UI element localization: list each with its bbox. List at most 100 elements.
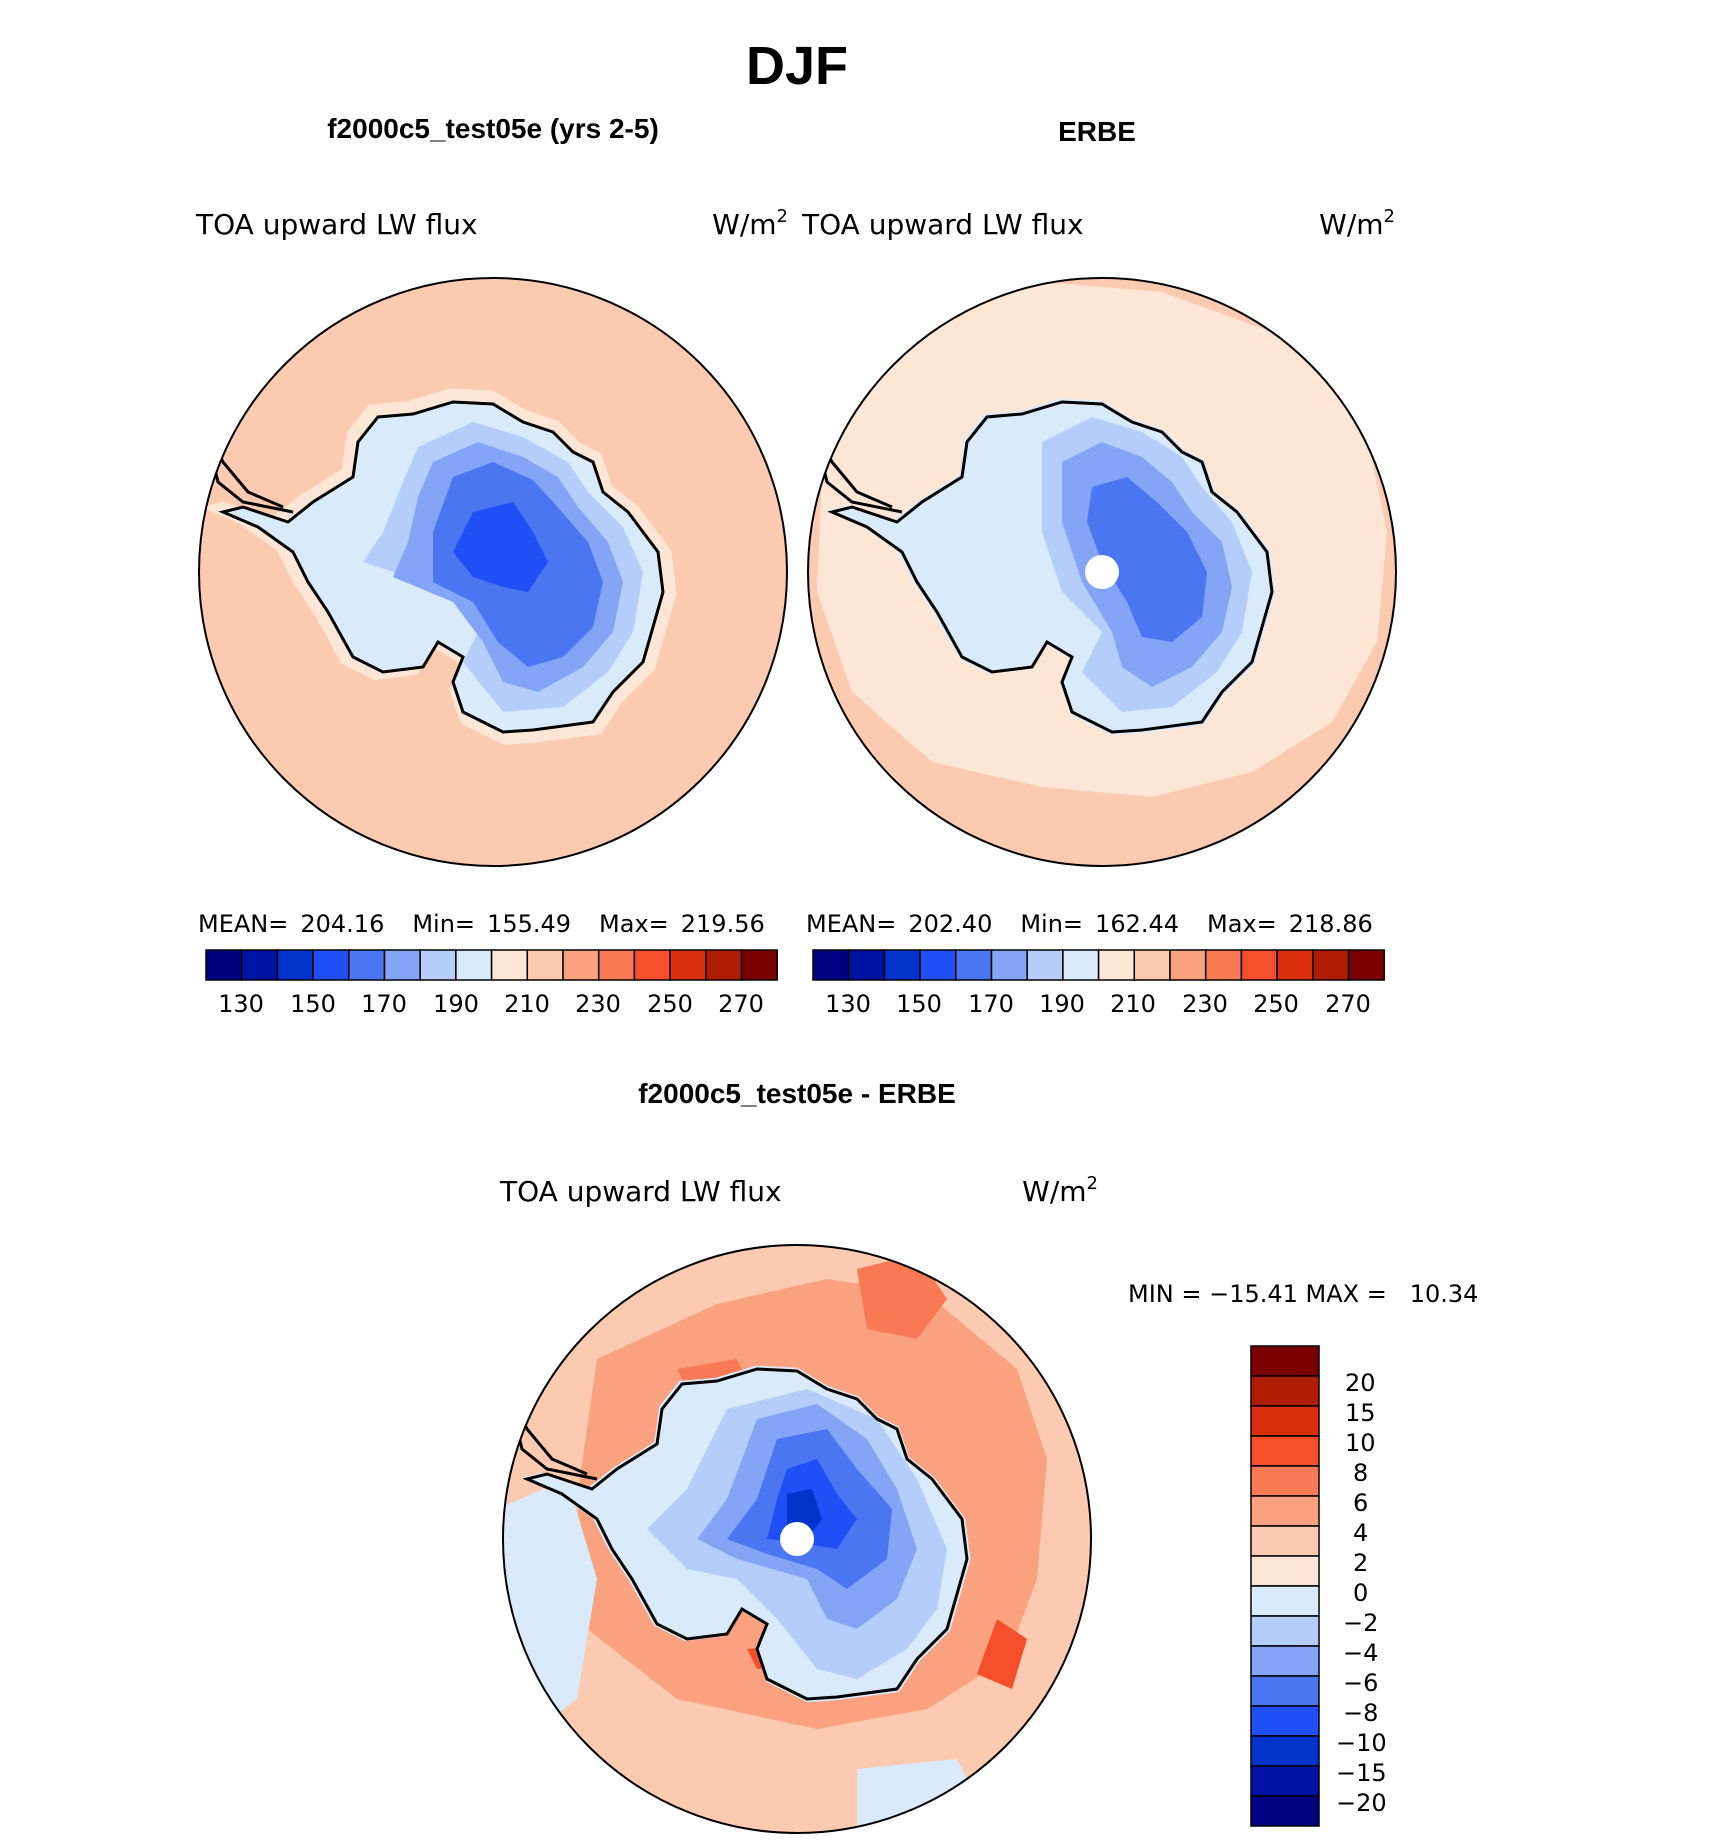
mean-label: MEAN= <box>198 910 288 938</box>
colorbar-swatch <box>312 949 350 981</box>
colorbar-tick: 190 <box>433 990 479 1018</box>
colorbar-swatch <box>490 949 529 981</box>
min-value: 155.49 <box>487 910 571 938</box>
colorbar-swatch <box>1250 1345 1320 1377</box>
colorbar-tick: −8 <box>1343 1699 1378 1727</box>
pole-mask <box>780 1522 814 1556</box>
colorbar-swatch <box>955 949 993 981</box>
colorbar-tick: −20 <box>1336 1789 1387 1817</box>
colorbar-tick: 230 <box>1182 990 1228 1018</box>
colorbar-tick: 8 <box>1353 1459 1368 1487</box>
colorbar-tick: 0 <box>1353 1579 1368 1607</box>
colorbar-swatch <box>1250 1375 1320 1407</box>
units-base: W/m <box>712 208 776 241</box>
colorbar-swatch <box>419 949 457 981</box>
colorbar-swatch <box>1312 949 1350 981</box>
colorbar-model <box>205 949 778 981</box>
colorbar-tick: 250 <box>647 990 693 1018</box>
colorbar-tick: −6 <box>1343 1669 1378 1697</box>
colorbar-swatch <box>633 949 671 981</box>
colorbar-swatch <box>1204 949 1243 981</box>
colorbar-tick: 210 <box>1110 990 1156 1018</box>
colorbar-swatch <box>1250 1675 1320 1707</box>
colorbar-swatch <box>847 949 886 981</box>
colorbar-swatch <box>205 949 243 981</box>
diff-level-hotspot-a <box>857 1254 947 1339</box>
colorbar-tick: 4 <box>1353 1519 1368 1547</box>
colorbar-difference <box>1250 1345 1320 1827</box>
colorbar-swatch <box>1250 1705 1320 1737</box>
colorbar-swatch <box>990 949 1028 981</box>
colorbar-swatch <box>883 949 921 981</box>
colorbar-tick: 20 <box>1345 1369 1376 1397</box>
colorbar-swatch <box>1347 949 1385 981</box>
colorbar-swatch <box>1250 1405 1320 1437</box>
map-border-difference <box>502 1244 1092 1834</box>
colorbar-swatch <box>1250 1795 1320 1827</box>
panel-diff-units: W/m2 <box>1022 1173 1098 1208</box>
map-border-model <box>198 277 788 867</box>
colorbar-tick: 6 <box>1353 1489 1368 1517</box>
colorbar-swatch <box>1250 1645 1320 1677</box>
field-level-plateau-min <box>453 502 548 592</box>
colorbar-swatch <box>740 949 778 981</box>
colorbar-swatch <box>1026 949 1064 981</box>
units-exponent: 2 <box>1384 206 1395 227</box>
panel-obs-units: W/m2 <box>1319 206 1395 241</box>
colorbar-swatch <box>526 949 564 981</box>
panel-model: f2000c5_test05e (yrs 2-5) TOA upward LW … <box>195 113 788 1018</box>
colorbar-swatch <box>1250 1585 1320 1617</box>
colorbar-tick: 250 <box>1253 990 1299 1018</box>
panel-obs-title: ERBE <box>1058 116 1136 147</box>
panel-diff-title: f2000c5_test05e - ERBE <box>638 1078 956 1109</box>
polar-map-obs <box>808 278 1396 866</box>
colorbar-swatch <box>919 949 957 981</box>
colorbar-swatch <box>1097 949 1136 981</box>
colorbar-tick: −15 <box>1336 1759 1387 1787</box>
colorbar-obs-ticks: 130 150 170 190 210 230 250 270 <box>825 990 1371 1018</box>
pole-mask <box>1085 555 1119 589</box>
max-label: Max= <box>599 910 669 938</box>
colorbar-swatch <box>1169 949 1207 981</box>
colorbar-swatch <box>1133 949 1171 981</box>
polar-map-model <box>199 278 787 866</box>
colorbar-swatch <box>597 949 636 981</box>
colorbar-model-ticks: 130 150 170 190 210 230 250 270 <box>218 990 764 1018</box>
colorbar-swatch <box>1250 1465 1320 1497</box>
colorbar-swatch <box>240 949 279 981</box>
mean-value: 204.16 <box>300 910 384 938</box>
colorbar-tick: 210 <box>504 990 550 1018</box>
colorbar-tick: 150 <box>896 990 942 1018</box>
colorbar-swatch <box>1062 949 1100 981</box>
colorbar-tick: 170 <box>361 990 407 1018</box>
colorbar-swatch <box>705 949 743 981</box>
colorbar-tick: 170 <box>968 990 1014 1018</box>
colorbar-tick: −10 <box>1336 1729 1387 1757</box>
units-base: W/m <box>1319 208 1383 241</box>
colorbar-tick: 130 <box>218 990 264 1018</box>
units-base: W/m <box>1022 1175 1086 1208</box>
colorbar-swatch <box>1250 1435 1320 1467</box>
colorbar-tick: −2 <box>1343 1609 1378 1637</box>
colorbar-swatch <box>812 949 850 981</box>
colorbar-swatch <box>1250 1525 1320 1557</box>
panel-diff-variable: TOA upward LW flux <box>499 1175 782 1208</box>
panel-model-units: W/m2 <box>712 206 788 241</box>
colorbar-tick: 270 <box>718 990 764 1018</box>
panel-obs: ERBE TOA upward LW flux W/m2 MEAN= 202.40… <box>801 116 1397 1018</box>
colorbar-tick: 190 <box>1039 990 1085 1018</box>
field-level-plateau <box>1087 477 1207 642</box>
colorbar-tick: 270 <box>1325 990 1371 1018</box>
colorbar-swatch <box>1250 1555 1320 1587</box>
colorbar-swatch <box>669 949 707 981</box>
panel-model-stats: MEAN= 204.16 Min= 155.49 Max= 219.56 <box>198 910 765 938</box>
mean-label: MEAN= <box>806 910 896 938</box>
colorbar-tick: 230 <box>575 990 621 1018</box>
max-label: Max= <box>1207 910 1277 938</box>
panel-diff-minmax: MIN = −15.41 MAX = 10.34 <box>1128 1280 1478 1308</box>
units-exponent: 2 <box>1087 1173 1098 1194</box>
colorbar-swatch <box>1250 1735 1320 1767</box>
island-outline <box>226 381 237 402</box>
colorbar-tick: 2 <box>1353 1549 1368 1577</box>
